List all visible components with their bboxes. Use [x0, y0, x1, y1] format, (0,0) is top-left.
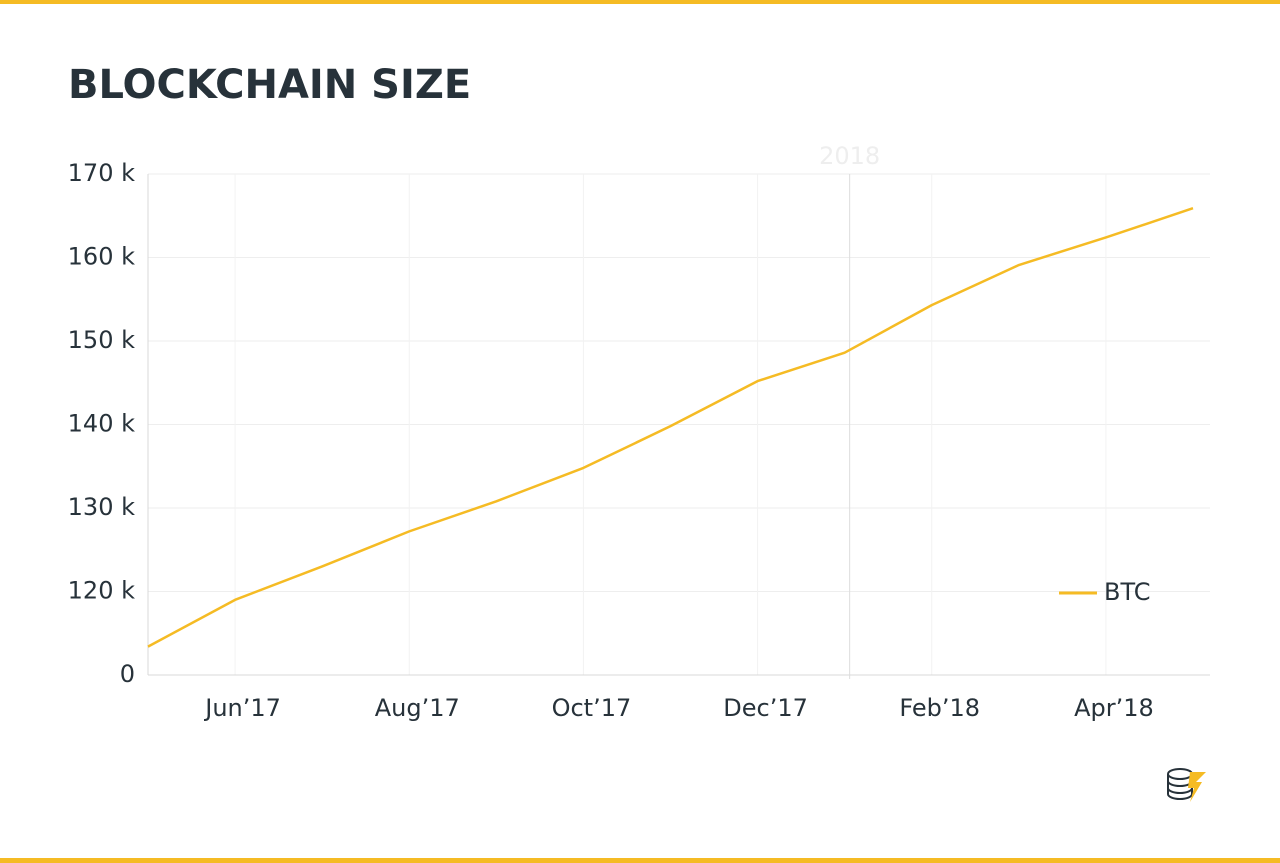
y-tick-label: 120 k — [68, 577, 135, 605]
x-tick-label: Jun’17 — [203, 694, 281, 722]
x-tick-label: Oct’17 — [552, 694, 632, 722]
bottom-bar — [0, 858, 1280, 863]
data-line — [147, 207, 1194, 648]
legend-label: BTC — [1104, 578, 1150, 606]
y-tick-label: 150 k — [68, 326, 135, 354]
y-tick-label: 160 k — [68, 243, 135, 271]
y-tick-label: 130 k — [68, 493, 135, 521]
x-tick-label: Aug’17 — [375, 694, 460, 722]
logo — [1167, 768, 1206, 802]
x-tick-label: Feb’18 — [899, 694, 980, 722]
x-tick-label: Dec’17 — [723, 694, 808, 722]
y-tick-label: 140 k — [68, 410, 135, 438]
y-tick-label: 170 k — [68, 159, 135, 187]
x-tick-label: Apr’18 — [1074, 694, 1154, 722]
y-tick-label: 0 — [120, 660, 135, 688]
chart-title: BLOCKCHAIN SIZE — [68, 62, 471, 108]
top-bar — [0, 0, 1280, 4]
year-marker-label: 2018 — [819, 142, 880, 170]
